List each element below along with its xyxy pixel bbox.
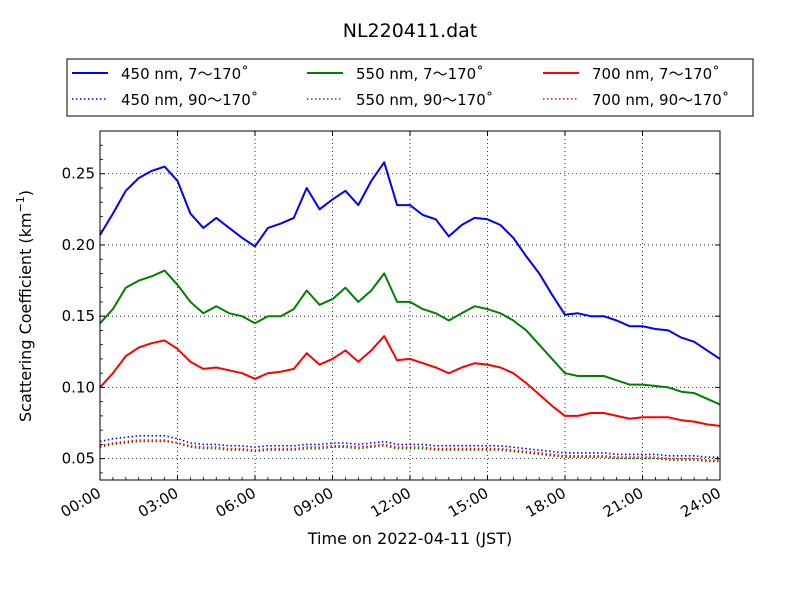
series-layer [99,161,721,463]
x-tick-label: 00:00 [58,484,104,521]
y-axis-label-main: Scattering Coefficient (km [16,212,35,422]
x-tick-label: 21:00 [600,484,646,521]
chart-title: NL220411.dat [343,20,478,42]
legend-label-0: 450 nm, 7～170˚ [121,65,249,83]
x-tick-label: 09:00 [290,484,336,521]
series-line-3 [99,440,720,463]
x-tick-label: 03:00 [135,484,181,521]
grid [100,131,720,480]
x-tick-label: 24:00 [678,484,724,521]
legend: 450 nm, 7～170˚ 550 nm, 7～170˚ 700 nm, 7～17… [66,58,754,117]
y-tick-label: 0.20 [62,236,95,254]
legend-label-3: 550 nm, 90～170˚ [356,91,493,109]
legend-label-2: 550 nm, 7～170˚ [356,65,484,83]
legend-label-5: 700 nm, 90～170˚ [592,91,729,109]
y-axis: 0.05 0.10 0.15 0.20 0.25 [62,144,720,474]
x-axis-label: Time on 2022-04-11 (JST) [307,529,512,548]
series-line-2 [99,269,721,406]
x-tick-label: 18:00 [523,484,569,521]
legend-label-4: 700 nm, 7～170˚ [592,65,720,83]
y-axis-label-close: ) [16,190,35,196]
y-axis-label: Scattering Coefficient (km−1) [14,190,35,422]
x-tick-label: 15:00 [445,484,491,521]
series-line-1 [99,434,720,459]
series-line-4 [99,335,721,427]
y-tick-label: 0.10 [62,378,95,396]
series-line-0 [99,161,721,360]
x-axis: 00:00 03:00 06:00 09:00 12:00 15:00 18:00 21:00… [58,131,724,521]
y-tick-label: 0.05 [62,450,95,468]
y-axis-label-sup: −1 [14,196,27,212]
series-line-5 [99,439,720,461]
legend-label-1: 450 nm, 90～170˚ [121,91,258,109]
y-tick-label: 0.15 [62,307,95,325]
x-tick-label: 06:00 [213,484,259,521]
y-tick-label: 0.25 [62,165,95,183]
x-tick-label: 12:00 [368,484,414,521]
legend-box [66,58,754,117]
